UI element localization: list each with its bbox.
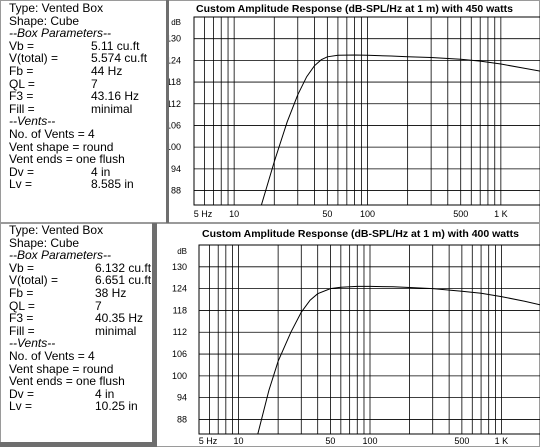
- y-tick-label: 88: [177, 414, 187, 424]
- y-tick-label: 100: [172, 371, 187, 381]
- y-tick-label: 106: [166, 120, 181, 130]
- param-row: F3 = 43.16 Hz: [9, 89, 140, 104]
- x-tick-label: 50: [322, 209, 332, 219]
- x-tick-label: 1 K: [495, 436, 509, 446]
- param-row: V(total) = 5.574 cu.ft: [9, 51, 148, 66]
- chart-title: Custom Amplitude Response (dB-SPL/Hz at …: [196, 3, 513, 15]
- amplitude-response-chart: 130 124 118 112 106 100 94 88 dB 5 Hz 10 50 100 500 1 …: [166, 16, 540, 219]
- y-tick-label: 124: [172, 284, 187, 294]
- param-row: V(total) = 6.651 cu.ft: [9, 273, 152, 288]
- vent-line: Vent shape = round: [9, 361, 114, 376]
- vent-line: Vent ends = one flush: [9, 152, 125, 167]
- y-tick-label: 130: [166, 34, 181, 44]
- param-row: F3 = 40.35 Hz: [9, 311, 144, 326]
- box-type: Type: Vented Box: [9, 223, 104, 237]
- response-curve-line: [257, 285, 540, 435]
- param-row: Fill = minimal: [9, 323, 137, 338]
- param-row: QL = 7: [9, 76, 98, 91]
- y-tick-label: 130: [172, 262, 187, 272]
- y-tick-label: 94: [171, 164, 181, 174]
- box-parameters-block: Type: Vented Box Shape: Cube --Box Param…: [9, 224, 177, 413]
- y-tick-label: 94: [177, 393, 187, 403]
- vent-line: No. of Vents = 4: [9, 126, 95, 141]
- plot-frame: [193, 16, 540, 206]
- y-tick-label: 124: [166, 55, 181, 65]
- vent-line: Vent shape = round: [9, 139, 114, 154]
- x-tick-label: 10: [229, 209, 239, 219]
- y-tick-label: 118: [167, 77, 181, 87]
- y-tick-label: 112: [173, 327, 187, 337]
- param-row: Dv = 4 in: [9, 164, 111, 179]
- param-row: Lv = 10.25 in: [9, 399, 138, 414]
- y-tick-label: 118: [173, 305, 187, 315]
- vents-header: --Vents--: [9, 336, 56, 351]
- y-tick-label: 88: [171, 186, 181, 196]
- param-row: Lv = 8.585 in: [9, 177, 134, 192]
- box-parameters-header: --Box Parameters--: [9, 26, 112, 41]
- param-row: Fb = 38 Hz: [9, 285, 127, 300]
- box-type: Type: Vented Box: [9, 1, 104, 15]
- param-row: Vb = 5.11 cu.ft: [9, 38, 140, 53]
- window-shadow: [166, 0, 169, 223]
- y-tick-label: 106: [172, 349, 187, 359]
- param-row: Dv = 4 in: [9, 386, 115, 401]
- window-shadow: [0, 442, 157, 447]
- box-parameters-header: --Box Parameters--: [9, 248, 112, 263]
- y-unit-label: dB: [171, 18, 181, 27]
- vent-line: Vent ends = one flush: [9, 374, 125, 389]
- x-tick-label: 50: [325, 436, 335, 446]
- x-tick-label: 500: [453, 209, 468, 219]
- amplitude-response-chart: 130 124 118 112 106 100 94 88 dB 5 Hz 10 50 100 500 1 …: [172, 244, 540, 446]
- param-row: QL = 7: [9, 298, 102, 313]
- x-tick-label: 1 K: [494, 209, 508, 219]
- box-shape: Shape: Cube: [9, 13, 80, 28]
- x-tick-label: 500: [454, 436, 469, 446]
- response-curve-line: [260, 54, 540, 206]
- box-parameters-block: Type: Vented Box Shape: Cube --Box Param…: [9, 2, 177, 191]
- x-tick-label: 100: [362, 436, 377, 446]
- y-tick-label: 100: [166, 142, 181, 152]
- vents-header: --Vents--: [9, 114, 56, 129]
- y-tick-label: 112: [167, 99, 181, 109]
- x-tick-label: 100: [360, 209, 375, 219]
- window-shadow: [152, 223, 157, 447]
- param-row: Fill = minimal: [9, 101, 133, 116]
- response-panel-1: Type: Vented Box Shape: Cube --Box Param…: [0, 0, 540, 223]
- param-row: Vb = 6.132 cu.ft: [9, 260, 152, 275]
- x-tick-label: 5 Hz: [199, 436, 218, 446]
- x-tick-label: 5 Hz: [194, 209, 213, 219]
- response-panel-2: Type: Vented Box Shape: Cube --Box Param…: [0, 223, 540, 447]
- y-unit-label: dB: [177, 247, 187, 256]
- box-shape: Shape: Cube: [9, 235, 80, 250]
- x-tick-label: 10: [234, 436, 244, 446]
- vent-line: No. of Vents = 4: [9, 348, 95, 363]
- chart-title: Custom Amplitude Response (dB-SPL/Hz at …: [202, 228, 519, 240]
- param-row: Fb = 44 Hz: [9, 63, 123, 78]
- plot-frame: [198, 244, 540, 435]
